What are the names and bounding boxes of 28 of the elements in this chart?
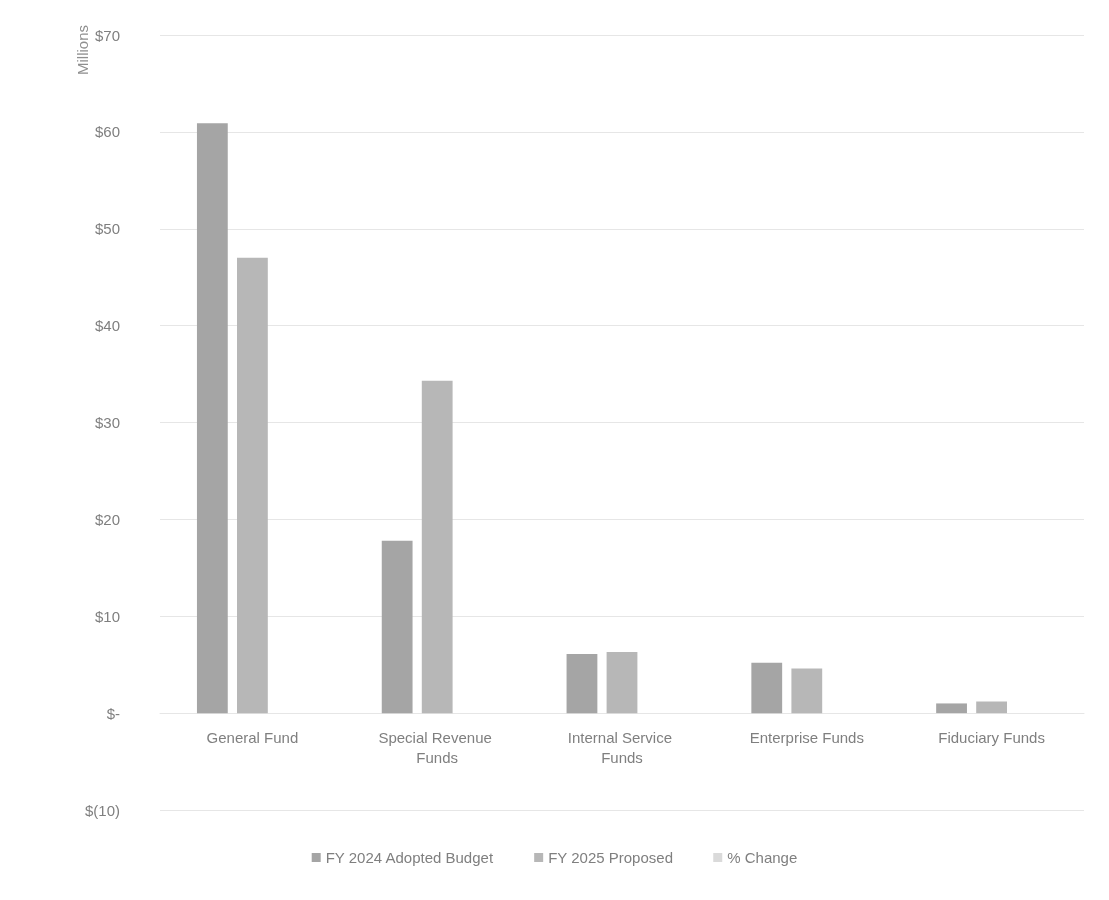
legend-label: FY 2025 Proposed xyxy=(548,849,673,866)
bar xyxy=(566,654,598,714)
y-tick-label: $10 xyxy=(94,607,120,625)
y-tick-label: $50 xyxy=(94,220,120,238)
y-tick-label: $20 xyxy=(94,510,120,528)
y-axis-title: Millions xyxy=(74,25,91,76)
y-tick-label: $40 xyxy=(94,317,120,335)
y-tick-label: $70 xyxy=(94,26,120,44)
y-tick-label: $30 xyxy=(94,414,120,431)
bar xyxy=(381,540,413,714)
bar xyxy=(421,380,453,714)
y-tick-label: $(10) xyxy=(84,801,120,819)
x-tick-label: Enterprise Funds xyxy=(749,728,864,746)
bar xyxy=(976,701,1007,714)
bar xyxy=(751,662,783,714)
bar xyxy=(196,123,228,714)
bar xyxy=(936,703,967,714)
x-tick-label: Special Revenue Funds xyxy=(378,728,496,766)
legend-label: % Change xyxy=(727,849,798,866)
legend-label: FY 2024 Adopted Budget xyxy=(325,849,494,866)
bar xyxy=(237,257,268,714)
bar xyxy=(791,668,823,714)
bar xyxy=(606,652,638,714)
x-tick-label: General Fund xyxy=(206,728,299,746)
x-tick-label: Internal Service Funds xyxy=(567,728,677,766)
y-tick-label: $60 xyxy=(94,123,120,141)
x-tick-label: Fiduciary Funds xyxy=(938,728,1045,746)
y-tick-label: $- xyxy=(106,704,120,722)
